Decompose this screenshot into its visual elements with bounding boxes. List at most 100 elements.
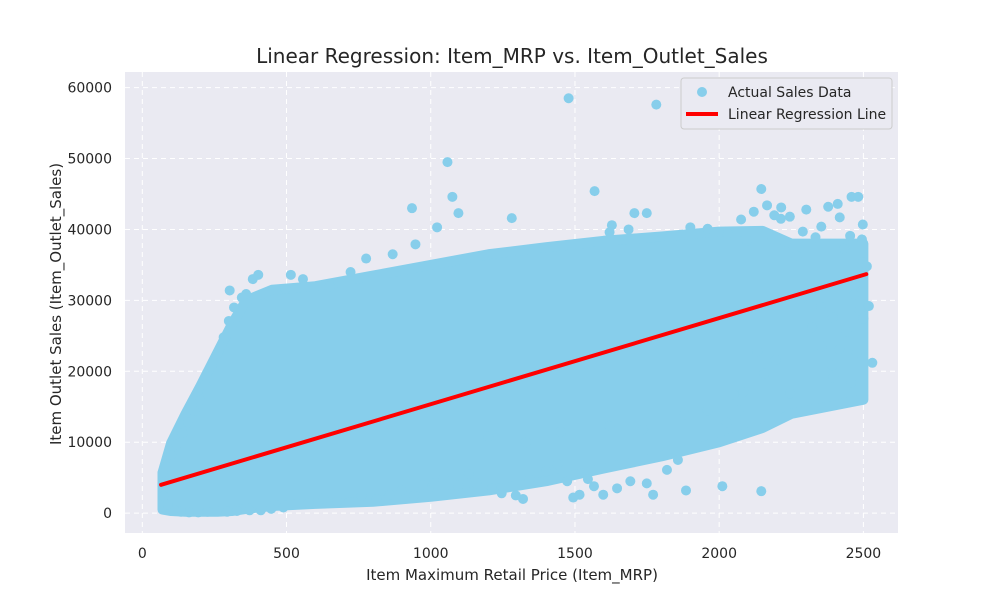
data-point [841, 326, 852, 337]
data-point [406, 203, 417, 214]
data-point [702, 223, 713, 234]
data-point [555, 426, 566, 437]
data-point [728, 389, 739, 400]
data-point [672, 454, 683, 465]
data-point [562, 476, 573, 487]
data-point [651, 99, 662, 110]
data-point [343, 497, 354, 508]
data-point [748, 206, 759, 217]
data-point [582, 474, 593, 485]
data-point [816, 221, 827, 232]
data-point [162, 499, 173, 510]
data-point [211, 506, 222, 517]
data-point [638, 424, 649, 435]
data-point [206, 362, 217, 373]
data-point [741, 235, 752, 246]
data-point [815, 301, 826, 312]
data-point [285, 269, 296, 280]
y-tick-label: 0 [103, 506, 112, 522]
x-tick-label: 1500 [557, 546, 593, 562]
data-point [486, 483, 497, 494]
data-point [851, 347, 862, 358]
data-point [863, 301, 874, 312]
y-axis-label: Item Outlet Sales (Item_Outlet_Sales) [47, 163, 66, 445]
data-point [324, 281, 335, 292]
y-tick-label: 40000 [67, 222, 112, 238]
data-point [224, 285, 235, 296]
data-point [641, 478, 652, 489]
data-point [428, 478, 439, 489]
data-point [200, 379, 211, 390]
data-point [681, 485, 692, 496]
data-point [409, 490, 420, 501]
data-point [867, 357, 878, 368]
data-point [171, 439, 182, 450]
data-point [453, 208, 464, 219]
data-point [785, 388, 796, 399]
data-point [810, 232, 821, 243]
data-point [541, 466, 552, 477]
data-point [510, 490, 521, 501]
data-point [506, 213, 517, 224]
data-point [266, 503, 277, 514]
data-point [218, 332, 229, 343]
data-point [625, 476, 636, 487]
data-point [762, 200, 773, 211]
data-point [175, 506, 186, 517]
data-point [568, 492, 579, 503]
data-point [702, 405, 713, 416]
data-point [598, 489, 609, 500]
data-point [770, 354, 781, 365]
data-point [303, 498, 314, 509]
data-point [858, 313, 869, 324]
data-point [463, 469, 474, 480]
y-tick-label: 30000 [67, 293, 112, 309]
data-point [604, 227, 615, 238]
data-point [202, 506, 213, 517]
data-point [791, 250, 802, 261]
legend-label-scatter: Actual Sales Data [728, 85, 851, 101]
chart-title: Linear Regression: Item_MRP vs. Item_Out… [256, 44, 768, 68]
data-point [483, 431, 494, 442]
data-point [520, 437, 531, 448]
data-point [371, 493, 382, 504]
data-point [384, 489, 395, 500]
data-point [236, 292, 247, 303]
y-tick-labels: 0 10000 20000 30000 40000 50000 60000 [67, 81, 112, 523]
data-point [552, 459, 563, 470]
y-tick-label: 20000 [67, 364, 112, 380]
data-point [410, 239, 421, 250]
x-tick-label: 0 [138, 546, 147, 562]
data-point [247, 274, 258, 285]
data-point [290, 499, 301, 510]
x-axis-label: Item Maximum Retail Price (Item_MRP) [366, 566, 658, 585]
data-point [679, 409, 690, 420]
x-tick-label: 2000 [701, 546, 737, 562]
data-point [356, 491, 367, 502]
data-point [255, 505, 266, 516]
data-point [756, 486, 767, 497]
data-point [189, 406, 200, 417]
data-point [212, 348, 223, 359]
data-point [524, 474, 535, 485]
data-point [158, 491, 169, 502]
data-point [182, 417, 193, 428]
data-point [496, 488, 507, 499]
data-point [589, 186, 600, 197]
data-point [834, 344, 845, 355]
data-point [734, 405, 745, 416]
data-point [721, 417, 732, 428]
data-point [223, 315, 234, 326]
data-point [738, 386, 749, 397]
data-point [244, 505, 255, 516]
data-point [417, 479, 428, 490]
data-point [604, 420, 615, 431]
data-point [471, 478, 482, 489]
data-point [612, 483, 623, 494]
x-tick-label: 1000 [413, 546, 449, 562]
data-point [641, 208, 652, 219]
data-point [432, 222, 443, 233]
legend-label-line: Linear Regression Line [728, 107, 886, 123]
data-point [685, 222, 696, 233]
data-point [438, 472, 449, 483]
